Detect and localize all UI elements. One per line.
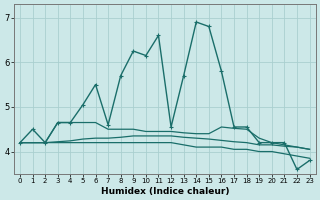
X-axis label: Humidex (Indice chaleur): Humidex (Indice chaleur) [100,187,229,196]
